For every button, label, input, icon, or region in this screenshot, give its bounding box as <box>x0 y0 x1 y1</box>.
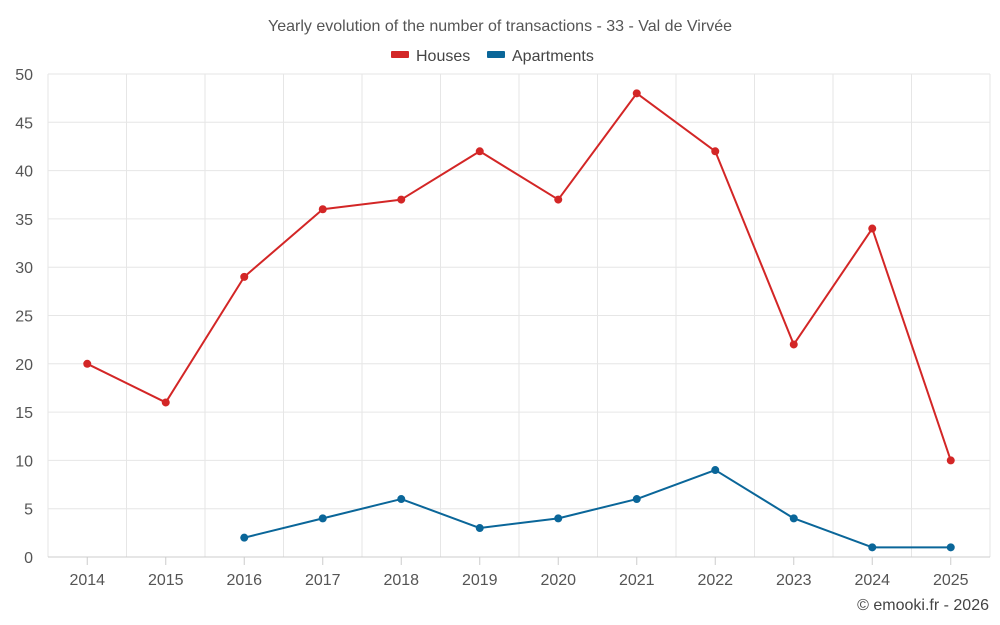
x-tick-label: 2023 <box>776 572 812 589</box>
data-point-apartments <box>240 533 249 542</box>
series-line-houses <box>86 92 952 461</box>
data-point-houses <box>397 195 406 204</box>
legend: Houses Apartments <box>391 48 594 65</box>
x-tick-label: 2014 <box>69 572 105 589</box>
data-point-apartments <box>632 495 641 504</box>
credit-text: © emooki.fr - 2026 <box>857 597 989 614</box>
y-tick-label: 20 <box>15 357 33 374</box>
legend-label-houses: Houses <box>416 48 470 65</box>
data-point-apartments <box>475 524 484 533</box>
chart-title: Yearly evolution of the number of transa… <box>268 18 732 35</box>
data-point-houses <box>83 359 92 368</box>
legend-label-apartments: Apartments <box>512 48 594 65</box>
y-tick-label: 30 <box>15 260 33 277</box>
data-point-apartments <box>397 495 406 504</box>
data-point-apartments <box>868 543 877 552</box>
grid <box>47 73 991 557</box>
y-tick-label: 5 <box>24 502 33 519</box>
data-point-houses <box>475 147 484 156</box>
x-tick-label: 2017 <box>305 572 341 589</box>
y-tick-label: 40 <box>15 164 33 181</box>
x-tick-label: 2018 <box>383 572 419 589</box>
data-point-houses <box>711 147 720 156</box>
data-point-houses <box>554 195 563 204</box>
data-point-apartments <box>711 466 720 475</box>
x-tick-label: 2021 <box>619 572 655 589</box>
data-point-houses <box>868 224 877 233</box>
y-tick-label: 15 <box>15 405 33 422</box>
data-point-houses <box>789 340 798 349</box>
legend-swatch-houses <box>391 51 409 58</box>
y-tick-label: 45 <box>15 115 33 132</box>
x-tick-label: 2019 <box>462 572 498 589</box>
series-line-apartments <box>244 469 951 549</box>
legend-swatch-apartments <box>487 51 505 58</box>
data-point-houses <box>946 456 955 465</box>
y-tick-label: 25 <box>15 309 33 326</box>
data-point-apartments <box>946 543 955 552</box>
x-tick-label: 2016 <box>226 572 262 589</box>
data-point-apartments <box>554 514 563 523</box>
series <box>83 89 955 552</box>
y-tick-label: 0 <box>24 550 33 567</box>
y-tick-label: 35 <box>15 212 33 229</box>
legend-item-houses[interactable]: Houses <box>391 48 470 65</box>
x-tick-label: 2024 <box>854 572 890 589</box>
data-point-apartments <box>318 514 327 523</box>
x-tick-label: 2020 <box>540 572 576 589</box>
y-tick-label: 10 <box>15 453 33 470</box>
data-point-houses <box>161 398 170 407</box>
data-point-houses <box>240 272 249 281</box>
data-point-apartments <box>789 514 798 523</box>
x-tick-label: 2022 <box>697 572 733 589</box>
legend-item-apartments[interactable]: Apartments <box>487 48 594 65</box>
y-tick-label: 50 <box>15 67 33 84</box>
x-tick-label: 2025 <box>933 572 969 589</box>
data-point-houses <box>318 205 327 214</box>
x-tick-label: 2015 <box>148 572 184 589</box>
data-point-houses <box>632 89 641 98</box>
